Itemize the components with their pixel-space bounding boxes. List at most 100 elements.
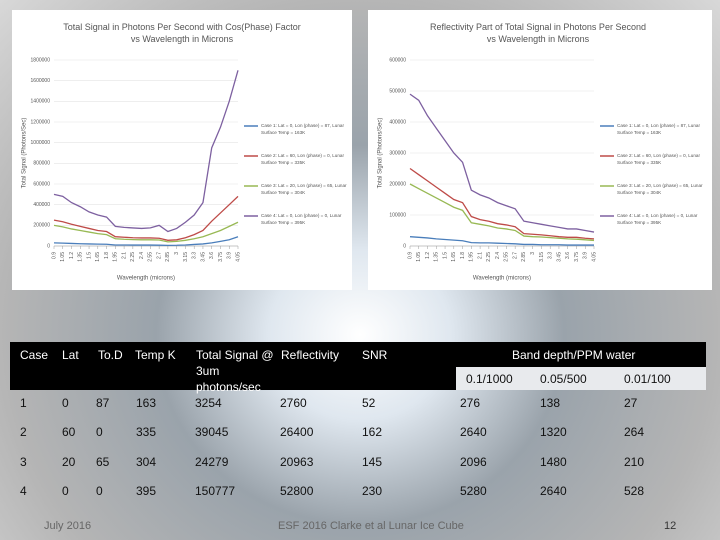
x-tick-label: 3.9: [227, 252, 233, 259]
table-cell: 27: [624, 396, 638, 410]
x-tick-label: 3.6: [209, 252, 215, 259]
table-cell: 528: [624, 484, 645, 498]
table-cell: 5280: [460, 484, 487, 498]
table-cell: 2640: [540, 484, 567, 498]
x-tick-label: 4.05: [591, 252, 597, 262]
x-tick-label: 1.8: [104, 252, 110, 259]
page-number: 12: [664, 520, 677, 532]
y-tick-label: 100000: [389, 212, 406, 218]
legend-label: Case 4: Lat = 0, Lon (phase) = 0, Lunar S…: [617, 213, 698, 225]
y-tick-label: 400000: [33, 202, 50, 208]
table-cell: 1: [20, 396, 27, 410]
series-line: [53, 195, 239, 241]
table-cell: 4: [20, 484, 27, 498]
x-tick-label: 1.35: [434, 252, 440, 262]
series-line: [409, 236, 594, 246]
footer-date: July 2016: [44, 520, 92, 532]
series-line: [409, 93, 595, 233]
legend-label: Case 3: Lat = 20, Lon (phase) = 65, Luna…: [617, 183, 703, 195]
series-line: [53, 221, 239, 243]
x-tick-label: 2.55: [504, 252, 510, 262]
y-axis-label: Total Signal (Photons/Sec): [22, 118, 28, 189]
y-tick-label: 0: [403, 243, 406, 249]
y-tick-label: 1600000: [31, 78, 51, 84]
x-tick-label: 2.7: [512, 252, 518, 259]
table-cell: 304: [136, 455, 157, 469]
x-tick-label: 3.15: [539, 252, 545, 262]
x-tick-label: 1.8: [460, 252, 466, 259]
table-cell: 210: [624, 455, 645, 469]
y-tick-label: 500000: [389, 88, 406, 94]
y-tick-label: 300000: [389, 150, 406, 156]
x-tick-label: 2.85: [521, 252, 527, 262]
table-cell: 230: [362, 484, 383, 498]
x-tick-label: 3.45: [556, 252, 562, 262]
table-cell: 3: [20, 455, 27, 469]
x-tick-label: 1.65: [451, 252, 457, 262]
header-cell: Total Signal @ 3um photons/sec: [196, 348, 274, 394]
x-tick-label: 3.75: [218, 252, 224, 262]
footer-title: ESF 2016 Clarke et al Lunar Ice Cube: [278, 520, 464, 532]
x-tick-label: 0.9: [407, 252, 413, 259]
x-tick-label: 1.95: [469, 252, 475, 262]
chart-title: Reflectivity Part of Total Signal in Pho…: [430, 22, 646, 44]
table-cell: 24279: [195, 455, 229, 469]
subheader-cell: 0.1/1000: [466, 372, 513, 386]
table-cell: 0: [96, 484, 103, 498]
legend-label: Case 4: Lat = 0, Lon (phase) = 0, Lunar S…: [261, 213, 342, 225]
table-cell: 150777: [195, 484, 236, 498]
x-tick-label: 3.3: [548, 252, 554, 259]
y-tick-label: 0: [47, 243, 50, 249]
table-header-bg: [10, 342, 456, 390]
table-cell: 2760: [280, 396, 307, 410]
legend-label: Case 2: Lat = 60, Lon (phase) = 0, Lunar…: [617, 153, 700, 165]
x-tick-label: 1.05: [416, 252, 422, 262]
y-tick-label: 1000000: [31, 140, 51, 146]
x-tick-label: 1.65: [95, 252, 101, 262]
x-tick-label: 3.3: [192, 252, 198, 259]
header-cell: Band depth/PPM water: [512, 348, 636, 362]
x-axis-label: Wavelength (microns): [473, 276, 531, 282]
y-tick-label: 600000: [389, 57, 406, 63]
legend-label: Case 1: Lat = 0, Lon (phase) = 87, Lunar…: [261, 123, 344, 135]
series-line: [409, 183, 595, 242]
y-tick-label: 200000: [33, 223, 50, 229]
table-cell: 20963: [280, 455, 314, 469]
x-tick-label: 2.1: [477, 252, 483, 259]
table-cell: 0: [96, 425, 103, 439]
subheader-cell: 0.05/500: [540, 372, 587, 386]
x-tick-label: 0.9: [51, 252, 57, 259]
table-subheader-bg: [456, 367, 706, 390]
table-cell: 65: [96, 455, 110, 469]
series-line: [53, 236, 239, 247]
chart-panel: Reflectivity Part of Total Signal in Pho…: [368, 10, 712, 290]
x-tick-label: 1.35: [78, 252, 84, 262]
series-line: [53, 70, 239, 233]
x-tick-label: 3.45: [200, 252, 206, 262]
y-axis-label: Total Signal (Photons/Sec): [378, 118, 384, 189]
x-tick-label: 3.9: [583, 252, 589, 259]
x-tick-label: 1.2: [425, 252, 431, 259]
header-cell: Lat: [62, 348, 79, 362]
header-cell: To.D: [98, 348, 123, 362]
table-cell: 26400: [280, 425, 314, 439]
x-axis-label: Wavelength (microns): [117, 276, 175, 282]
table-cell: 1320: [540, 425, 567, 439]
x-tick-label: 1.2: [69, 252, 75, 259]
x-tick-label: 3.15: [183, 252, 189, 262]
table-header-bg: [456, 342, 706, 367]
y-tick-label: 1800000: [31, 57, 51, 63]
x-tick-label: 2.4: [495, 252, 501, 259]
series-line: [409, 167, 595, 240]
table-cell: 87: [96, 396, 110, 410]
table-cell: 60: [62, 425, 76, 439]
x-tick-label: 1.5: [442, 252, 448, 259]
y-tick-label: 600000: [33, 181, 50, 187]
table-cell: 2640: [460, 425, 487, 439]
header-cell: Temp K: [135, 348, 176, 362]
table-cell: 52800: [280, 484, 314, 498]
table-cell: 335: [136, 425, 157, 439]
table-cell: 3254: [195, 396, 222, 410]
header-cell: Reflectivity: [281, 348, 340, 362]
